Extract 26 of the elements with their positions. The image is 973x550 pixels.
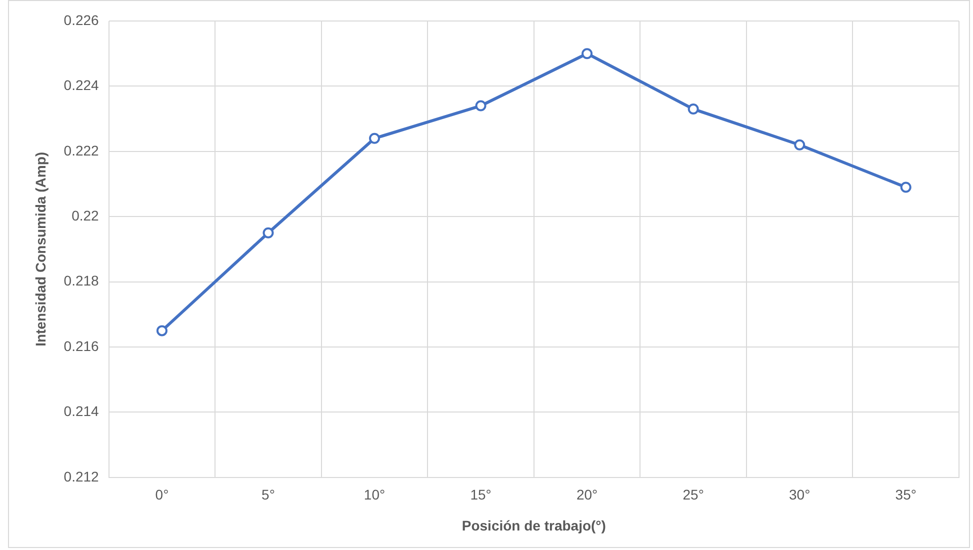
point <box>900 182 912 193</box>
x-tick-label: 15° <box>470 486 492 503</box>
x-tick-label: 30° <box>789 486 810 503</box>
y-tick-label: 0.218 <box>64 272 100 289</box>
x-tick-label: 35° <box>895 486 916 503</box>
y-axis-title: Intensidad Consumida (Amp) <box>32 152 48 346</box>
x-tick-label: 0° <box>155 486 169 503</box>
point <box>794 139 806 150</box>
y-tick-label: 0.224 <box>64 77 100 94</box>
point <box>262 227 274 238</box>
x-axis-title: Posición de trabajo(°) <box>462 517 606 534</box>
y-tick-label: 0.22 <box>72 207 100 224</box>
y-tick-label: 0.226 <box>64 12 100 28</box>
point <box>156 325 168 336</box>
y-tick-label: 0.222 <box>64 142 100 158</box>
y-tick-label: 0.214 <box>64 403 100 420</box>
x-tick-label: 5° <box>262 486 275 503</box>
point <box>475 100 486 112</box>
point <box>582 48 593 60</box>
x-tick-label: 20° <box>576 486 598 503</box>
y-tick-label: 0.212 <box>64 468 100 484</box>
point <box>688 104 699 115</box>
point <box>369 132 380 144</box>
y-tick-label: 0.216 <box>64 338 100 354</box>
x-tick-label: 10° <box>364 486 386 503</box>
x-tick-label: 25° <box>682 486 704 503</box>
